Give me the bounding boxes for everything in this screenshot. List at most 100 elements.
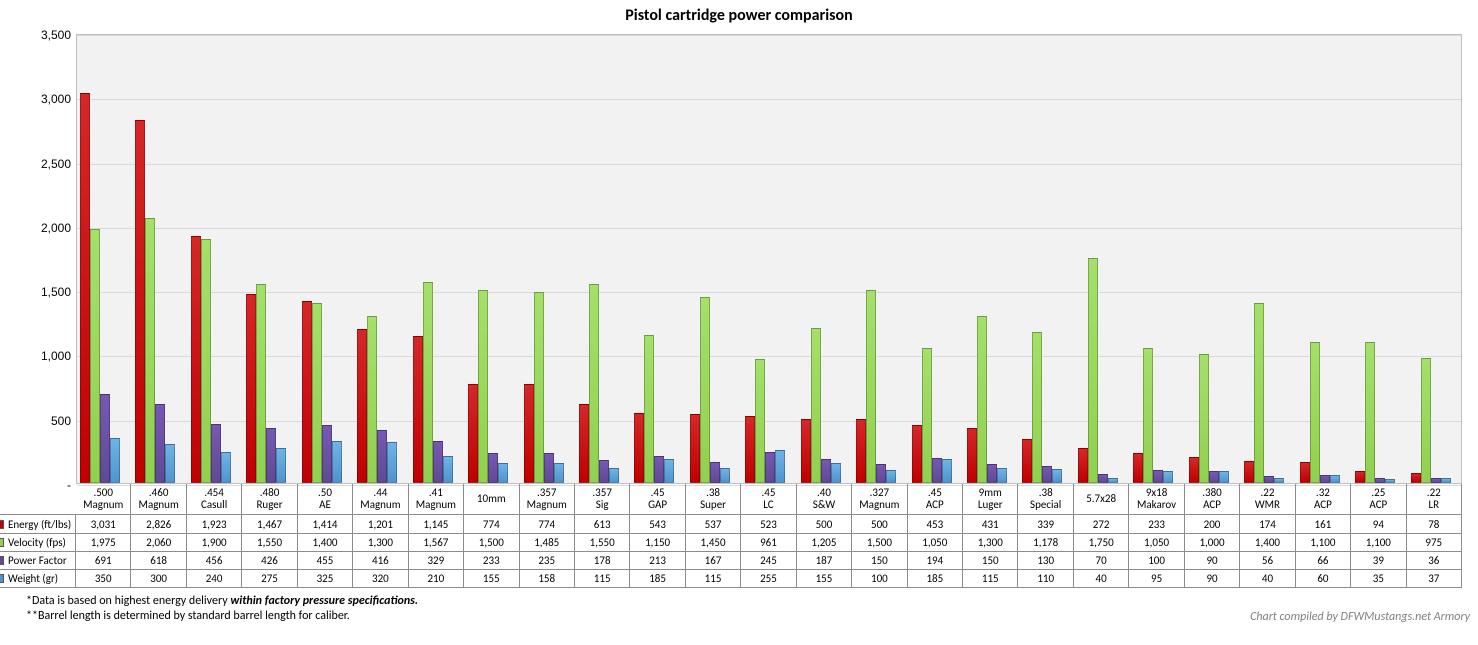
data-cell: 329 bbox=[409, 551, 464, 569]
data-cell: 200 bbox=[1185, 515, 1240, 533]
bar-pf bbox=[987, 464, 997, 483]
data-cell: 1,201 bbox=[353, 515, 408, 533]
bar-energy bbox=[357, 329, 367, 483]
data-cell: 66 bbox=[1296, 551, 1351, 569]
x-label: .38Special bbox=[1018, 484, 1073, 514]
bar-velocity bbox=[1421, 358, 1431, 483]
data-cell: 339 bbox=[1018, 515, 1073, 533]
data-cell: 1,300 bbox=[353, 533, 408, 551]
data-cell: 618 bbox=[131, 551, 186, 569]
bar-energy bbox=[302, 301, 312, 483]
credit: Chart compiled by DFWMustangs.net Armory bbox=[1250, 610, 1470, 624]
data-cell: 174 bbox=[1240, 515, 1295, 533]
row-header-label: Velocity (fps) bbox=[8, 536, 66, 549]
data-cell: 235 bbox=[520, 551, 575, 569]
x-label: .45GAP bbox=[630, 484, 685, 514]
footnote-line: *Data is based on highest energy deliver… bbox=[26, 594, 418, 609]
bar-pf bbox=[488, 453, 498, 483]
data-cell: 213 bbox=[630, 551, 685, 569]
y-tick-label: 2,500 bbox=[41, 157, 71, 171]
bar-pf bbox=[765, 452, 775, 484]
data-cell: 60 bbox=[1296, 569, 1351, 587]
bar-velocity bbox=[367, 316, 377, 483]
bar-energy bbox=[1300, 462, 1310, 483]
bar-pf bbox=[100, 394, 110, 483]
data-cell: 255 bbox=[741, 569, 796, 587]
data-cell: 613 bbox=[575, 515, 630, 533]
bar-group bbox=[1241, 35, 1296, 483]
bar-group bbox=[1352, 35, 1407, 483]
bar-group bbox=[1019, 35, 1074, 483]
bar-group bbox=[909, 35, 964, 483]
bar-energy bbox=[135, 120, 145, 483]
data-cell: 210 bbox=[409, 569, 464, 587]
data-cell: 453 bbox=[908, 515, 963, 533]
bar-weight bbox=[554, 463, 564, 483]
bar-weight bbox=[1108, 478, 1118, 483]
bar-velocity bbox=[1088, 258, 1098, 483]
x-label: .22WMR bbox=[1240, 484, 1295, 514]
bar-pf bbox=[1431, 478, 1441, 483]
data-cell: 150 bbox=[963, 551, 1018, 569]
data-cell: 35 bbox=[1351, 569, 1406, 587]
data-cell: 1,050 bbox=[1129, 533, 1184, 551]
y-tick-label: 1,500 bbox=[41, 285, 71, 299]
bar-velocity bbox=[922, 348, 932, 483]
bar-energy bbox=[579, 404, 589, 483]
data-cell: 158 bbox=[520, 569, 575, 587]
bar-energy bbox=[80, 93, 90, 483]
y-tick-label: 500 bbox=[51, 414, 71, 428]
data-cell: 1,205 bbox=[797, 533, 852, 551]
legend-swatch-weight bbox=[0, 574, 4, 583]
bar-pf bbox=[155, 404, 165, 483]
bar-group bbox=[576, 35, 631, 483]
row-header: Velocity (fps) bbox=[0, 533, 76, 551]
bar-pf bbox=[322, 425, 332, 484]
data-cell: 155 bbox=[797, 569, 852, 587]
data-cell: 1,300 bbox=[963, 533, 1018, 551]
bar-pf bbox=[821, 459, 831, 483]
bar-weight bbox=[1274, 478, 1284, 483]
data-cell: 167 bbox=[686, 551, 741, 569]
data-cell: 426 bbox=[242, 551, 297, 569]
bar-velocity bbox=[1310, 342, 1320, 483]
data-cell: 185 bbox=[908, 569, 963, 587]
data-cell: 300 bbox=[131, 569, 186, 587]
data-cell: 233 bbox=[1129, 515, 1184, 533]
x-label: .454Casull bbox=[187, 484, 242, 514]
data-cell: 56 bbox=[1240, 551, 1295, 569]
data-cell: 115 bbox=[686, 569, 741, 587]
footnotes: *Data is based on highest energy deliver… bbox=[26, 594, 418, 624]
x-label: 9mmLuger bbox=[963, 484, 1018, 514]
row-header-label: Weight (gr) bbox=[8, 572, 58, 585]
data-cell: 90 bbox=[1185, 569, 1240, 587]
data-cell: 1,923 bbox=[187, 515, 242, 533]
bar-weight bbox=[1052, 469, 1062, 483]
bar-weight bbox=[886, 470, 896, 483]
data-cell: 325 bbox=[298, 569, 353, 587]
data-cell: 150 bbox=[852, 551, 907, 569]
bar-energy bbox=[1133, 453, 1143, 483]
data-cell: 78 bbox=[1407, 515, 1462, 533]
data-cell: 1,500 bbox=[852, 533, 907, 551]
bar-group bbox=[410, 35, 465, 483]
x-label: .40S&W bbox=[797, 484, 852, 514]
bar-group bbox=[1297, 35, 1352, 483]
bar-energy bbox=[1022, 439, 1032, 483]
bar-pf bbox=[433, 441, 443, 483]
data-cell: 774 bbox=[464, 515, 519, 533]
x-label: .22LR bbox=[1407, 484, 1462, 514]
bar-energy bbox=[1411, 473, 1421, 483]
bar-energy bbox=[246, 294, 256, 483]
bar-weight bbox=[720, 468, 730, 483]
data-cell: 1,567 bbox=[409, 533, 464, 551]
data-cell: 1,178 bbox=[1018, 533, 1073, 551]
bar-velocity bbox=[1032, 332, 1042, 483]
chart-title: Pistol cartridge power comparison bbox=[0, 6, 1478, 25]
data-cell: 37 bbox=[1407, 569, 1462, 587]
bar-group bbox=[964, 35, 1019, 483]
data-cell: 1,975 bbox=[76, 533, 131, 551]
bar-weight bbox=[221, 452, 231, 483]
bar-velocity bbox=[423, 282, 433, 483]
bar-energy bbox=[1355, 471, 1365, 483]
